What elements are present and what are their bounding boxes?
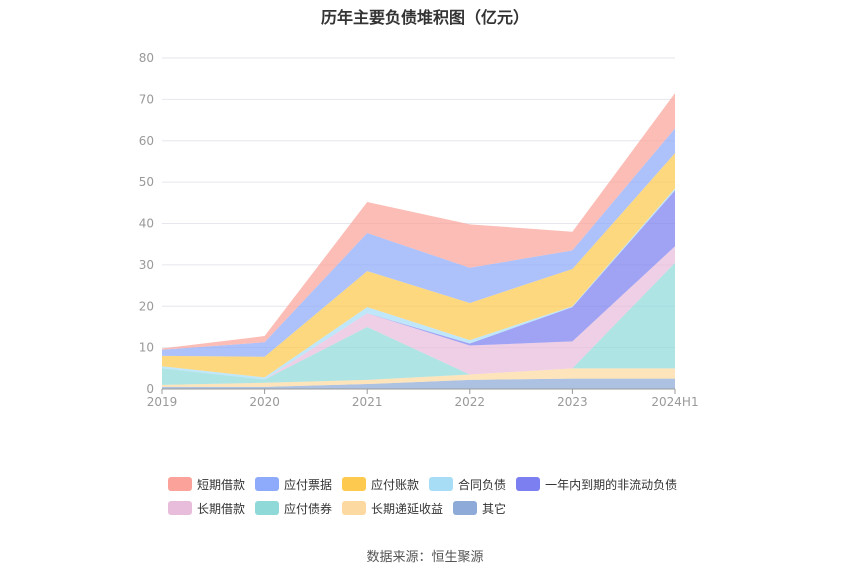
- y-tick-label: 0: [146, 382, 154, 396]
- chart-title: 历年主要负债堆积图（亿元）: [320, 8, 529, 27]
- legend-label: 其它: [482, 501, 507, 516]
- legend-label: 短期借款: [197, 477, 246, 492]
- legend-label: 长期递延收益: [371, 501, 444, 516]
- data-source-note: 数据来源：恒生聚源: [366, 550, 484, 565]
- x-tick-label: 2021: [352, 395, 383, 409]
- legend-swatch: [255, 477, 280, 491]
- area-series-3: [162, 246, 675, 380]
- legend-label: 一年内到期的非流动负债: [545, 477, 678, 492]
- legend-label: 应付账款: [371, 477, 420, 492]
- y-tick-label: 30: [139, 258, 154, 272]
- area-series-8: [162, 93, 675, 350]
- legend-item[interactable]: 长期递延收益: [342, 500, 443, 517]
- x-tick-label: 2020: [249, 395, 280, 409]
- legend-swatch: [342, 501, 367, 515]
- y-tick-label: 60: [139, 134, 154, 148]
- area-series-2: [162, 262, 675, 385]
- area-series-1: [162, 368, 675, 387]
- legend-item[interactable]: 短期借款: [168, 476, 245, 493]
- area-series-0: [162, 378, 675, 389]
- legend-item[interactable]: 应付债券: [255, 500, 332, 517]
- y-tick-label: 20: [139, 299, 154, 313]
- legend-row-2: 长期借款 应付债券 长期递延收益 其它: [168, 496, 728, 520]
- legend-item[interactable]: 应付票据: [255, 476, 332, 493]
- legend-swatch: [168, 477, 192, 491]
- y-tick-label: 10: [139, 341, 154, 355]
- chart-plot: 0 10 20 30 40 50 60 70 80 2019 2020 2021 2022 2023 202…: [139, 51, 699, 409]
- y-tick-label: 50: [139, 175, 154, 189]
- y-tick-label: 80: [139, 51, 154, 65]
- legend-item[interactable]: 其它: [453, 500, 506, 517]
- legend-swatch: [453, 501, 478, 515]
- legend-swatch: [168, 501, 192, 515]
- y-tick-label: 70: [139, 92, 154, 106]
- legend-item[interactable]: 合同负债: [429, 476, 506, 493]
- legend-swatch: [342, 477, 367, 491]
- legend-item[interactable]: 一年内到期的非流动负债: [516, 476, 677, 493]
- x-tick-label: 2019: [147, 395, 178, 409]
- chart-legend: 短期借款 应付票据 应付账款 合同负债 一年内到期的非流动负债 长期借款 应付债券 长期递延…: [168, 472, 728, 520]
- legend-label: 合同负债: [458, 477, 507, 492]
- area-series-4: [162, 190, 675, 380]
- legend-label: 长期借款: [197, 501, 246, 516]
- legend-label: 应付票据: [284, 477, 333, 492]
- legend-swatch: [516, 477, 541, 491]
- legend-item[interactable]: 长期借款: [168, 500, 245, 517]
- y-tick-label: 40: [139, 217, 154, 231]
- x-tick-label: 2022: [455, 395, 486, 409]
- legend-swatch: [429, 477, 454, 491]
- x-tick-label: 2024H1: [651, 395, 698, 409]
- legend-swatch: [255, 501, 280, 515]
- legend-row-1: 短期借款 应付票据 应付账款 合同负债 一年内到期的非流动负债: [168, 472, 728, 496]
- x-tick-label: 2023: [557, 395, 588, 409]
- legend-item[interactable]: 应付账款: [342, 476, 419, 493]
- legend-label: 应付债券: [284, 501, 333, 516]
